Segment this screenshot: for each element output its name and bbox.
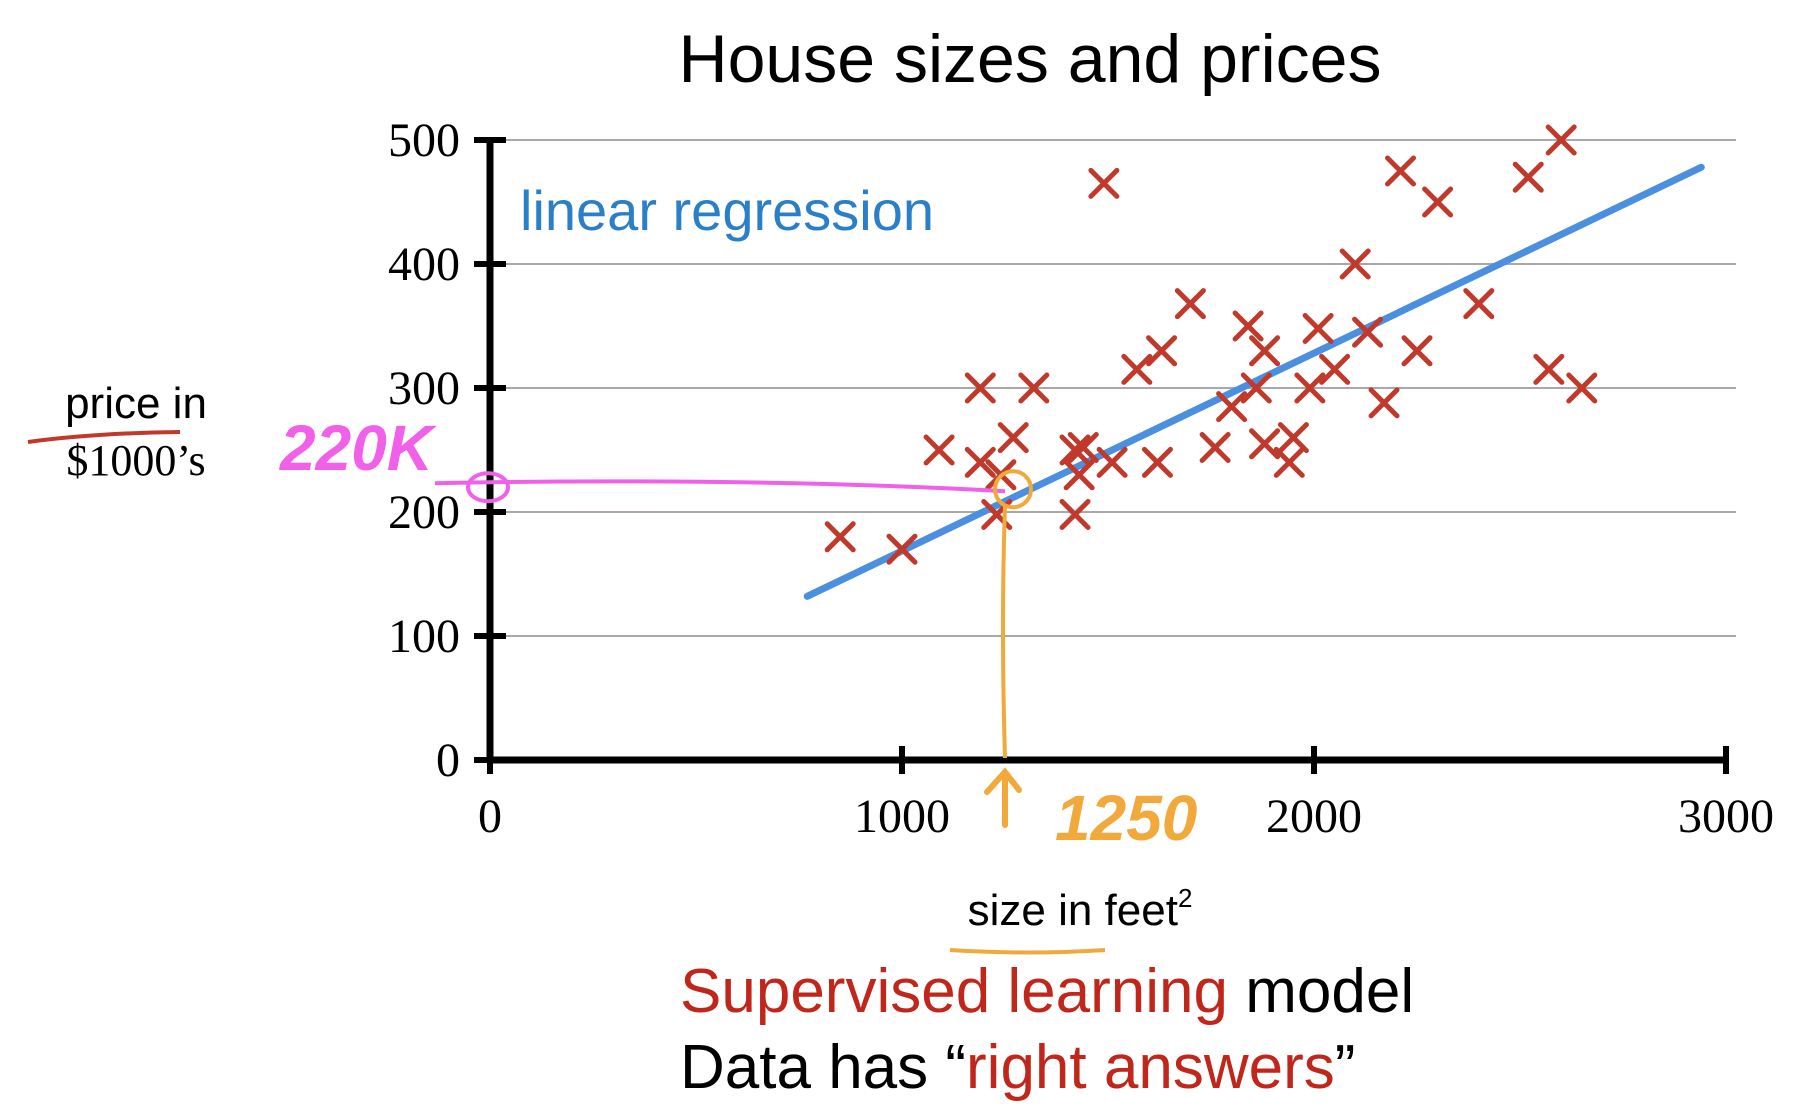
data-point [997, 422, 1029, 454]
y-tick-label-100: 100 [388, 610, 460, 663]
data-point [1566, 372, 1598, 404]
data-point [1088, 167, 1120, 199]
data-point [1249, 335, 1281, 367]
data-point [1141, 446, 1173, 478]
regression-line [803, 163, 1705, 600]
data-point [886, 533, 918, 565]
x-ticks: 0 1000 2000 3000 [478, 746, 1774, 843]
x-tick-label-0: 0 [478, 790, 502, 843]
caption-red-1: Supervised learning [680, 957, 1228, 1026]
y-tick-label-300: 300 [388, 362, 460, 415]
data-point [923, 434, 955, 466]
data-point [1352, 316, 1384, 348]
annotation-y-circle [466, 471, 510, 504]
data-point [1512, 161, 1544, 193]
data-point [1059, 434, 1091, 466]
x-tick-label-3000: 3000 [1678, 790, 1774, 843]
data-point [1533, 353, 1565, 385]
caption-black-2b: ” [1335, 1033, 1356, 1102]
data-point [1063, 459, 1095, 491]
data-point [1302, 312, 1334, 344]
data-point [1401, 335, 1433, 367]
chart-title: House sizes and prices [678, 21, 1381, 97]
x-tick-label-1000: 1000 [854, 790, 950, 843]
data-point [1385, 155, 1417, 187]
data-point [964, 372, 996, 404]
data-point [1216, 391, 1248, 423]
caption-black-2a: Data has “ [680, 1033, 966, 1102]
annotation-x-label: 1250 [1055, 782, 1197, 854]
y-label-underline-mark [27, 430, 181, 444]
regression-label: linear regression [520, 179, 934, 242]
y-ticks: 0 100 200 300 400 500 [388, 114, 506, 787]
data-point [1294, 372, 1326, 404]
data-point [1545, 124, 1577, 156]
data-point [824, 521, 856, 553]
y-tick-label-0: 0 [436, 734, 460, 787]
data-point [1319, 353, 1351, 385]
caption-black-1: model [1245, 957, 1414, 1026]
caption-red-2: right answers [966, 1033, 1335, 1102]
data-point [1059, 498, 1091, 530]
data-point [1249, 428, 1281, 460]
caption-line-1: Supervised learning model [680, 957, 1414, 1026]
data-point [1121, 353, 1153, 385]
annotations [434, 469, 1033, 828]
gridlines [490, 139, 1736, 637]
y-tick-label-500: 500 [388, 114, 460, 167]
y-axis-label-line1: price in [65, 379, 207, 428]
data-point [1463, 288, 1495, 320]
data-point [1096, 446, 1128, 478]
y-axis-label-line2: $1000’s [66, 436, 205, 485]
annotation-x-arrow [984, 767, 1022, 828]
x-axis-label-superscript: 2 [1178, 883, 1192, 913]
x-axis-label: size in feet2 [968, 883, 1193, 935]
caption-line-2: Data has “right answers” [680, 1033, 1355, 1102]
data-point [964, 446, 996, 478]
data-point [1422, 186, 1454, 218]
annotation-point-circle [993, 469, 1033, 510]
y-tick-label-400: 400 [388, 238, 460, 291]
data-point [1199, 432, 1231, 464]
data-point [1240, 372, 1272, 404]
annotation-x-guide [1001, 505, 1007, 759]
data-point [1174, 288, 1206, 320]
data-points [824, 124, 1598, 565]
x-tick-label-2000: 2000 [1266, 790, 1362, 843]
data-point [1146, 335, 1178, 367]
x-label-underline-mark [949, 948, 1106, 955]
data-point [1368, 387, 1400, 419]
annotation-y-label: 220K [279, 412, 438, 484]
data-point [1339, 248, 1371, 280]
data-point [1277, 422, 1309, 454]
data-point [1232, 310, 1264, 342]
data-point [1273, 446, 1305, 478]
y-tick-label-200: 200 [388, 486, 460, 539]
annotation-y-guide [434, 479, 1006, 494]
data-point [1018, 372, 1050, 404]
data-point [1067, 432, 1099, 464]
